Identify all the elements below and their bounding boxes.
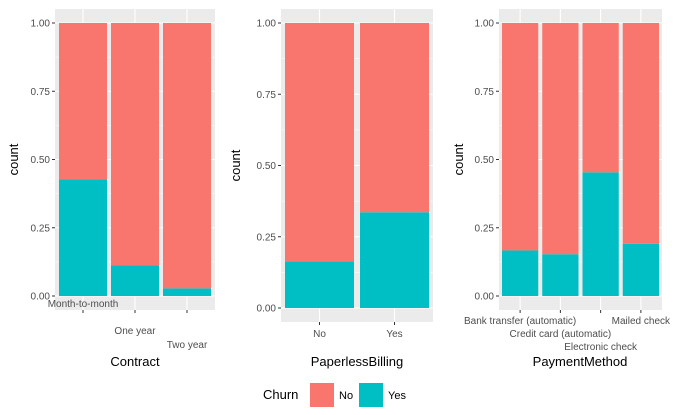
y-tick-label: 0.25 [475, 223, 495, 234]
x-tick-label: Mailed check [612, 316, 671, 327]
bar-no-1 [502, 23, 539, 251]
legend-label-no: No [339, 390, 353, 402]
x-tick-label: Month-to-month [48, 299, 119, 310]
bar-yes-3 [163, 288, 211, 296]
legend-key-yes [359, 383, 383, 407]
legend-title: Churn [263, 387, 298, 402]
panel-1: 0.00 0.25 0.50 0.75 1.00 Month-to-month One ye… [6, 9, 215, 369]
y-tick-label: 0.00 [475, 292, 495, 303]
y-tick-label: 0.00 [31, 292, 51, 303]
x-tick-label: No [313, 329, 326, 340]
y-tick-label: 1.00 [257, 19, 277, 30]
bar-no-2 [111, 23, 159, 266]
x-tick-label: Bank transfer (automatic) [464, 316, 576, 327]
bar-yes-3 [582, 172, 619, 296]
y-tick-label: 0.50 [257, 161, 277, 172]
x-tick-label: Yes [386, 329, 402, 340]
x-tick-label: One year [114, 326, 156, 337]
bar-yes-2 [111, 265, 159, 296]
bar-yes-2 [542, 254, 579, 296]
bar-no-1 [59, 23, 107, 180]
panel-3: 0.00 0.25 0.50 0.75 1.00 Bank transfer (autom… [451, 9, 671, 369]
y-tick-label: 0.25 [257, 232, 277, 243]
bar-no-1 [285, 23, 354, 262]
x-tick-label: Two year [167, 340, 208, 351]
x-axis-title: PaymentMethod [533, 354, 628, 369]
y-axis-title: count [6, 143, 21, 175]
x-tick-label: Credit card (automatic) [510, 329, 612, 340]
y-tick-label: 0.75 [257, 90, 277, 101]
bar-yes-1 [59, 179, 107, 296]
y-tick-label: 0.75 [475, 87, 495, 98]
y-axis-title: count [228, 149, 243, 181]
bar-yes-4 [622, 243, 659, 296]
bar-yes-1 [502, 250, 539, 296]
x-tick-label: Electronic check [564, 342, 638, 353]
y-axis-title: count [451, 143, 466, 175]
bar-no-2 [542, 23, 579, 255]
y-tick-label: 0.00 [257, 304, 277, 315]
panel-2: 0.00 0.25 0.50 0.75 1.00 No Yes count PaperlessB… [228, 9, 433, 369]
bar-yes-1 [285, 261, 354, 308]
legend: Churn No Yes [263, 383, 406, 407]
y-tick-label: 0.50 [475, 155, 495, 166]
y-tick-label: 1.00 [475, 19, 495, 30]
bar-no-2 [360, 23, 429, 213]
legend-label-yes: Yes [388, 390, 406, 402]
y-tick-label: 0.50 [31, 155, 51, 166]
x-axis-title: Contract [110, 354, 160, 369]
bar-yes-2 [360, 212, 429, 308]
y-tick-label: 0.75 [31, 87, 51, 98]
y-tick-label: 0.25 [31, 223, 51, 234]
y-tick-label: 1.00 [31, 19, 51, 30]
bar-no-4 [622, 23, 659, 244]
bar-no-3 [582, 23, 619, 173]
x-axis-title: PaperlessBilling [311, 354, 404, 369]
bar-no-3 [163, 23, 211, 289]
legend-key-no [310, 383, 334, 407]
